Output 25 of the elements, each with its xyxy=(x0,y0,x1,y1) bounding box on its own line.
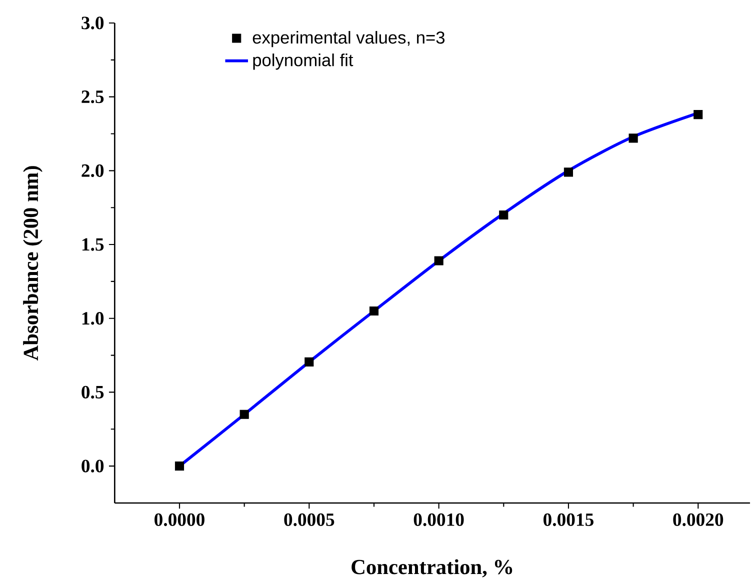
legend-label: experimental values, n=3 xyxy=(252,30,445,48)
x-tick-label: 0.0005 xyxy=(284,513,334,526)
x-tick-label: 0.0015 xyxy=(544,513,594,526)
point xyxy=(564,168,574,177)
point xyxy=(304,357,314,366)
legend-label: polynomial fit xyxy=(253,54,354,70)
y-tick-label: 1.0 xyxy=(82,312,104,325)
point xyxy=(240,410,249,419)
x-tick-label: 0.0020 xyxy=(673,513,724,526)
y-tick-label: 0.5 xyxy=(82,386,104,399)
y-tick-label: 0.0 xyxy=(82,460,104,472)
y-tick-label: 2.5 xyxy=(82,90,104,104)
y-axis-title: Absorbance (200 nm) xyxy=(23,166,42,361)
point xyxy=(499,210,508,220)
x-axis-title: Concentration, % xyxy=(352,559,512,578)
point xyxy=(369,306,379,316)
point xyxy=(628,134,638,143)
x-tick-label: 0.0010 xyxy=(414,513,464,526)
x-tick-label: 0.0000 xyxy=(154,513,204,526)
point xyxy=(694,110,703,120)
y-tick-label: 2.0 xyxy=(82,164,104,178)
point xyxy=(174,462,184,471)
point xyxy=(434,256,444,266)
y-tick-label: 3.0 xyxy=(82,16,104,30)
y-tick-label: 1.5 xyxy=(82,238,104,251)
